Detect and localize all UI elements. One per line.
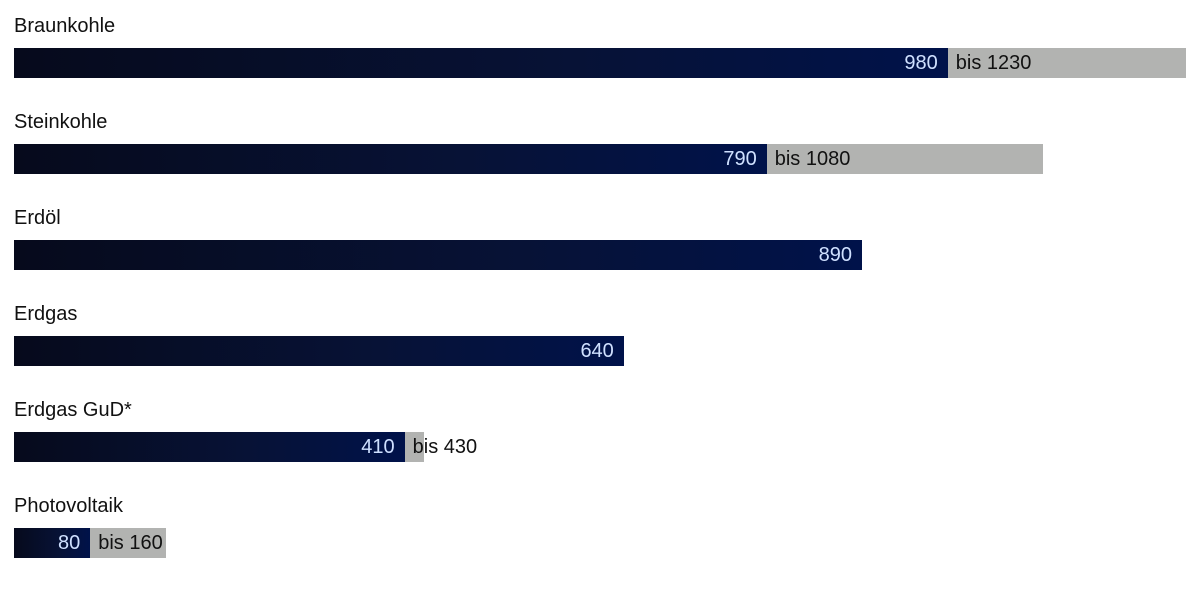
value-bar: [14, 240, 863, 270]
bar-row: Erdgas GuD* 410 bis 430: [14, 398, 1194, 478]
value-label: 640: [580, 340, 614, 362]
bar-row: Braunkohle 980 bis 1230: [14, 14, 1194, 94]
value-bar: [14, 48, 948, 78]
value-label: 890: [818, 244, 853, 266]
range-label: bis 430: [412, 436, 478, 458]
range-label: bis 1230: [955, 52, 1032, 74]
category-label: Photovoltaik: [14, 495, 123, 517]
value-label: 790: [723, 148, 757, 170]
bar-row: Photovoltaik 80 bis 160: [14, 494, 1194, 574]
category-label: Steinkohle: [14, 111, 108, 133]
value-label: 410: [361, 436, 395, 458]
bar-row: Erdöl 890: [14, 206, 1194, 286]
category-label: Erdgas: [14, 303, 78, 325]
category-label: Braunkohle: [14, 15, 116, 37]
range-label: bis 1080: [774, 148, 851, 170]
value-bar: [14, 144, 767, 174]
range-label: bis 160: [98, 532, 163, 554]
value-label: 80: [57, 532, 81, 554]
bar-row: Steinkohle 790 bis 1080: [14, 110, 1194, 190]
value-bar: [14, 432, 405, 462]
category-label: Erdöl: [14, 207, 61, 229]
category-label: Erdgas GuD*: [14, 399, 132, 421]
value-bar: [14, 528, 91, 558]
bar-row: Erdgas 640: [14, 302, 1194, 382]
value-bar: [14, 336, 624, 366]
value-label: 980: [904, 52, 938, 74]
